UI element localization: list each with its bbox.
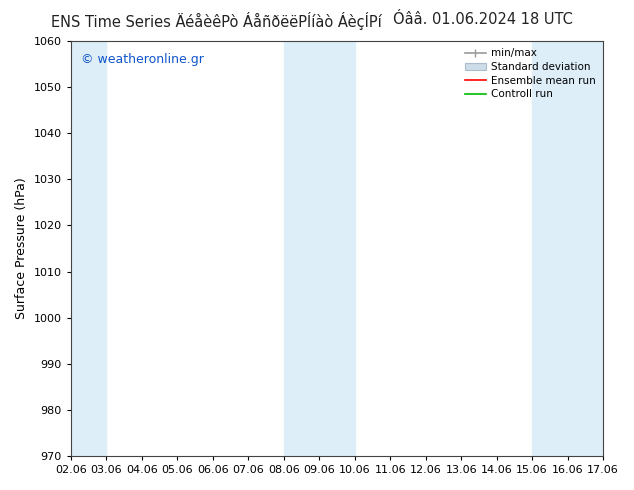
Y-axis label: Surface Pressure (hPa): Surface Pressure (hPa)	[15, 178, 28, 319]
Bar	[71, 41, 107, 456]
Legend: min/max, Standard deviation, Ensemble mean run, Controll run: min/max, Standard deviation, Ensemble me…	[461, 44, 600, 103]
Bar	[532, 41, 603, 456]
Bar	[283, 41, 354, 456]
Text: © weatheronline.gr: © weatheronline.gr	[81, 53, 204, 67]
Text: ENS Time Series ÄéåèêPò ÁåñðëëPÍíàò ÁèçÍPí: ENS Time Series ÄéåèêPò ÁåñðëëPÍíàò ÁèçÍ…	[51, 12, 382, 30]
Text: Óââ. 01.06.2024 18 UTC: Óââ. 01.06.2024 18 UTC	[393, 12, 573, 27]
